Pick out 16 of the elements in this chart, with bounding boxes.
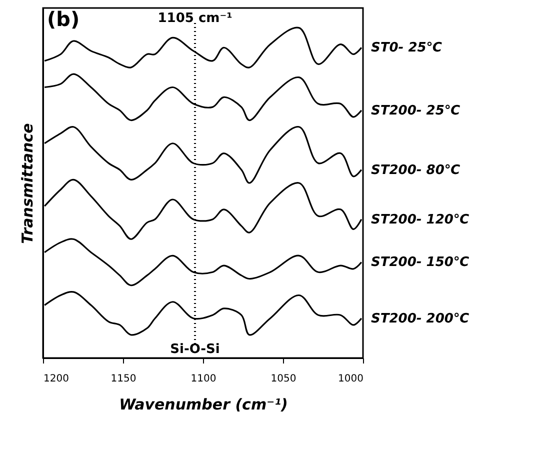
- series-label: ST200- 200℃: [371, 311, 470, 326]
- series-label: ST0- 25℃: [371, 40, 442, 56]
- ref-line-label: 1105 cm⁻¹: [158, 11, 232, 26]
- annotation: Si-O-Si: [170, 342, 220, 357]
- x-tick-label: 1050: [270, 374, 296, 384]
- y-axis-title: Transmittance: [18, 123, 36, 244]
- x-tick-label: 1100: [190, 374, 216, 384]
- x-tick-label: 1150: [110, 374, 136, 384]
- series-label: ST200- 150℃: [371, 255, 470, 270]
- x-axis-title: Wavenumber (cm⁻¹): [119, 396, 288, 414]
- series-label: ST200- 80℃: [371, 162, 460, 178]
- x-tick-label: 1000: [338, 374, 364, 384]
- series-label: ST200- 120℃: [371, 212, 470, 228]
- annotation: (b): [47, 7, 80, 31]
- x-tick-label: 1200: [44, 374, 69, 384]
- series-label: ST200- 25℃: [371, 103, 460, 118]
